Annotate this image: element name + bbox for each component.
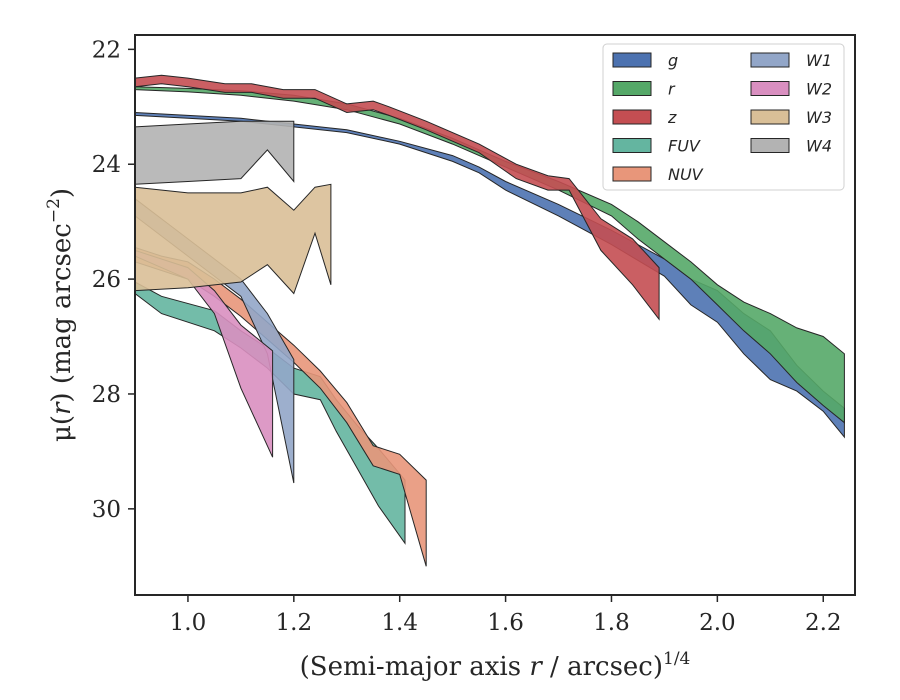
legend-swatch-w4 <box>750 138 790 153</box>
y-axis-title-exponent: −2 <box>44 198 64 223</box>
legend-box <box>602 43 845 191</box>
legend-swatch-z <box>612 109 652 125</box>
x-axis-title-unit: / arcsec) <box>542 652 663 682</box>
y-tick-label: 28 <box>92 382 121 408</box>
axes-frame <box>134 34 856 596</box>
x-axis-title-exponent: 1/4 <box>663 649 690 669</box>
legend-label-w4: W4 <box>806 137 832 156</box>
y-axis-title-pre: μ( <box>47 415 77 442</box>
legend-swatch-r <box>612 81 652 96</box>
legend-label-w2: W2 <box>806 80 832 99</box>
legend: grz FUV NUV W1 W2 W3 W4 <box>602 43 845 191</box>
legend-swatch-w1 <box>750 52 790 68</box>
band-w4 <box>135 120 295 185</box>
y-tick-label: 22 <box>92 37 121 63</box>
y-axis-title: μ(r) (mag arcsec−2) <box>44 188 77 442</box>
x-tick-label: 1.2 <box>276 610 313 636</box>
series-layer <box>135 74 845 567</box>
x-tick-label: 1.6 <box>487 610 524 636</box>
legend-swatch-w2 <box>750 81 790 96</box>
legend-label-z: z <box>667 108 677 127</box>
x-tick-label: 2.2 <box>805 610 842 636</box>
legend-swatch-w3 <box>750 109 790 125</box>
x-tick-label: 1.0 <box>170 610 207 636</box>
y-axis-title-close: ) <box>47 188 77 198</box>
x-axis-title-var: r <box>529 652 543 682</box>
x-tick-label: 1.8 <box>593 610 630 636</box>
x-tick-label: 2.0 <box>699 610 736 636</box>
x-axis-title-text: (Semi-major axis <box>300 652 530 682</box>
legend-swatch-g <box>612 52 652 68</box>
band-z <box>135 74 660 321</box>
legend-label-fuv: FUV <box>668 137 701 156</box>
legend-swatch-fuv <box>612 138 652 153</box>
y-tick-label: 30 <box>92 497 121 523</box>
legend-label-nuv: NUV <box>668 165 704 184</box>
legend-label-w1: W1 <box>806 51 832 70</box>
x-axis-title: (Semi-major axis r / arcsec)1/4 <box>300 649 691 682</box>
band-w3 <box>135 183 332 295</box>
legend-label-w3: W3 <box>806 108 832 127</box>
legend-swatch-nuv <box>612 166 652 182</box>
x-tick-label: 1.4 <box>381 610 418 636</box>
y-tick-label: 26 <box>92 267 121 293</box>
band-g <box>135 111 845 439</box>
ticks-layer: 1.0 1.2 1.4 1.6 1.8 2.0 2.2 22 24 26 28 30 <box>92 37 842 636</box>
y-tick-label: 24 <box>92 152 121 178</box>
legend-label-r: r <box>668 80 676 99</box>
y-axis-title-var: r <box>47 401 77 415</box>
legend-label-g: g <box>668 51 678 70</box>
y-axis-title-post: ) (mag arcsec <box>47 223 77 402</box>
